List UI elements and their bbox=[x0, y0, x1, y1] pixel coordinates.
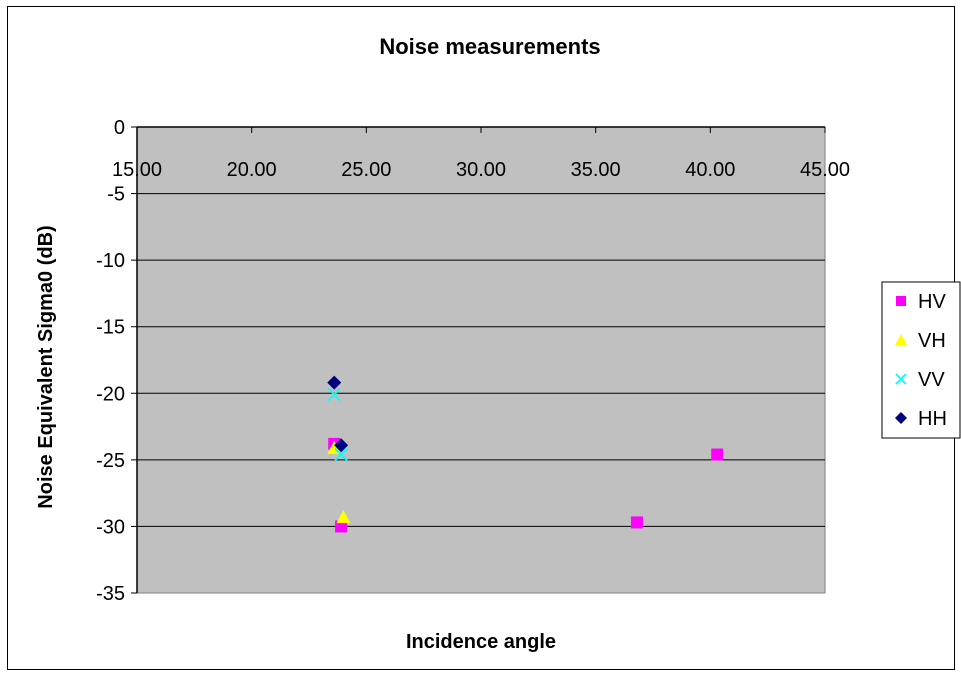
legend-label-vv: VV bbox=[918, 369, 945, 391]
x-tick-labels: 15.00 20.00 25.00 30.00 35.00 40.00 45.00 bbox=[112, 159, 850, 181]
y-tick-label: -30 bbox=[96, 516, 125, 538]
axes bbox=[131, 126, 826, 594]
legend-marker-hh bbox=[895, 412, 907, 424]
x-tick-label: 35.00 bbox=[571, 159, 621, 181]
y-tick-label: -35 bbox=[96, 583, 125, 605]
x-axis-label: Incidence angle bbox=[406, 631, 556, 653]
vv-point bbox=[327, 387, 341, 402]
y-tick-label: -15 bbox=[96, 317, 125, 339]
legend-marker-vv bbox=[895, 373, 907, 385]
y-tick-label: -10 bbox=[96, 250, 125, 272]
plot-area bbox=[136, 126, 826, 594]
y-tick-label: 0 bbox=[114, 117, 125, 139]
hv-point bbox=[335, 520, 348, 533]
hv-point bbox=[630, 516, 643, 529]
legend-marker-vh bbox=[895, 334, 907, 345]
x-tick-label: 15.00 bbox=[112, 159, 162, 181]
chart-title: Noise measurements bbox=[379, 34, 600, 59]
legend: HV VH VV HH bbox=[881, 281, 961, 439]
y-tick-label: -25 bbox=[96, 450, 125, 472]
x-tick-label: 25.00 bbox=[341, 159, 391, 181]
hh-point bbox=[327, 375, 342, 390]
y-tick-label: -20 bbox=[96, 383, 125, 405]
data-markers bbox=[327, 375, 724, 533]
vv-point bbox=[334, 447, 348, 462]
hv-point bbox=[711, 448, 724, 461]
y-tick-labels: 0 -5 -10 -15 -20 -25 -30 -35 bbox=[96, 117, 125, 605]
x-tick-label: 45.00 bbox=[800, 159, 850, 181]
y-tick-label: -5 bbox=[107, 184, 125, 206]
legend-marker-hv bbox=[896, 296, 906, 306]
x-tick-label: 20.00 bbox=[227, 159, 277, 181]
gridlines bbox=[137, 193, 825, 527]
y-axis-label: Noise Equivalent Sigma0 (dB) bbox=[35, 225, 57, 508]
legend-box bbox=[881, 281, 961, 439]
legend-label-vh: VH bbox=[918, 330, 946, 352]
x-tick-label: 30.00 bbox=[456, 159, 506, 181]
legend-label-hv: HV bbox=[918, 291, 946, 313]
x-tick-label: 40.00 bbox=[685, 159, 735, 181]
legend-label-hh: HH bbox=[918, 408, 947, 430]
vh-point bbox=[336, 510, 351, 524]
hh-point bbox=[334, 438, 349, 453]
